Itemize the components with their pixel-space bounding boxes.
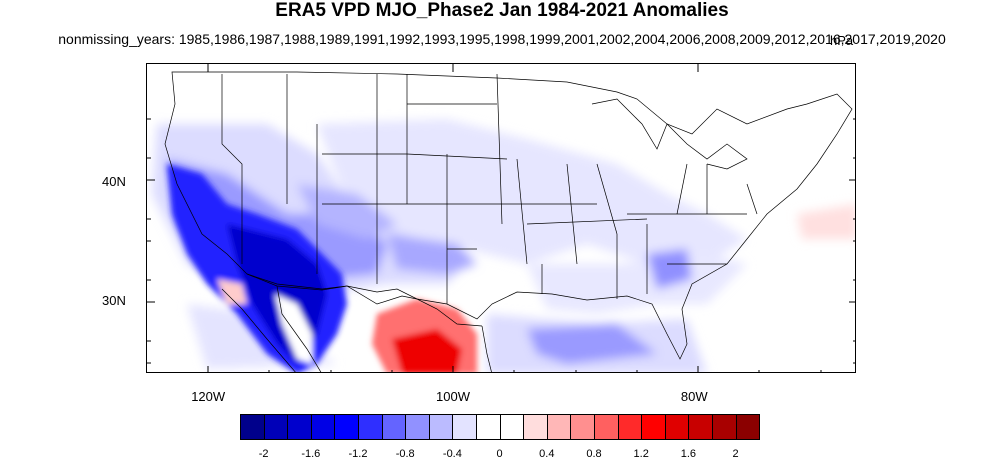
great-lakes [591,98,748,170]
anomaly-baja-light [275,294,312,364]
anomaly-georgia-medium [647,249,692,289]
colorbar-swatch [594,414,619,440]
colorbar-swatch [263,414,289,440]
colorbar-swatch [476,414,501,440]
anomaly-southeast-light [527,254,747,314]
colorbar-label: 1.2 [633,448,649,460]
lon-tick-label: 120W [191,389,226,404]
colorbar-swatch [287,414,312,440]
colorbar-label: -0.8 [395,448,415,460]
colorbar-label: 0.4 [539,448,555,460]
chart-title: ERA5 VPD MJO_Phase2 Jan 1984-2021 Anomal… [275,0,729,21]
anomaly-mexico-core [392,329,462,372]
colorbar-swatch [381,414,407,440]
anomaly-colorado-medium [297,184,397,239]
colorbar-swatch [452,414,477,440]
us-outline [164,71,853,360]
colorbar-swatch [240,414,265,440]
colorbar [240,414,761,440]
chart-subtitle: nonmissing_years: 1985,1986,1987,1988,19… [58,31,946,47]
lon-tick-label: 80W [680,389,708,404]
lat-tick-label: 30N [102,293,126,309]
anomaly-pacific-pink [217,279,247,304]
colorbar-label: -1.6 [301,448,321,460]
colorbar-swatch [617,414,643,440]
anomaly-nm-medium [387,234,477,274]
colorbar-swatch [499,414,525,440]
mexico-coast [481,325,492,372]
colorbar-swatch [735,414,761,440]
colorbar-swatch [688,414,713,440]
baja-coast-east [276,285,322,372]
map-panel [146,63,856,373]
colorbar-swatch [310,414,336,440]
anomaly-plains-light [317,119,747,264]
map-svg [147,64,855,372]
colorbar-swatch [712,414,737,440]
state-lines-west [221,74,448,304]
colorbar-swatch [405,414,430,440]
colorbar-label: 0 [496,448,503,460]
mexico-border [246,273,483,327]
anomaly-atlantic-pink [797,204,855,239]
lon-tick-label: 100W [436,389,470,404]
units-label: hPa [830,33,854,48]
map-outlines [164,71,853,372]
colorbar-label: -0.4 [442,448,462,460]
colorbar-swatch [641,414,666,440]
state-lines-east [566,163,758,299]
colorbar-label: 1.6 [680,448,697,460]
colorbar-label: -1.2 [348,448,368,460]
state-lines-central [406,73,648,294]
colorbar-swatch [358,414,383,440]
baja-coast [221,288,296,372]
colorbar-swatch [664,414,690,440]
anomaly-gulf-medium [527,324,657,364]
colorbar-swatch [428,414,454,440]
colorbar-swatch [523,414,548,440]
colorbar-swatch [334,414,359,440]
colorbar-swatch [570,414,595,440]
anomaly-field [152,119,855,372]
axis-ticks [147,64,855,372]
colorbar-swatch [546,414,572,440]
colorbar-label: -2 [258,448,269,460]
colorbar-label: 0.8 [586,448,602,460]
colorbar-label: 2 [732,448,739,460]
lat-tick-label: 40N [102,174,126,190]
